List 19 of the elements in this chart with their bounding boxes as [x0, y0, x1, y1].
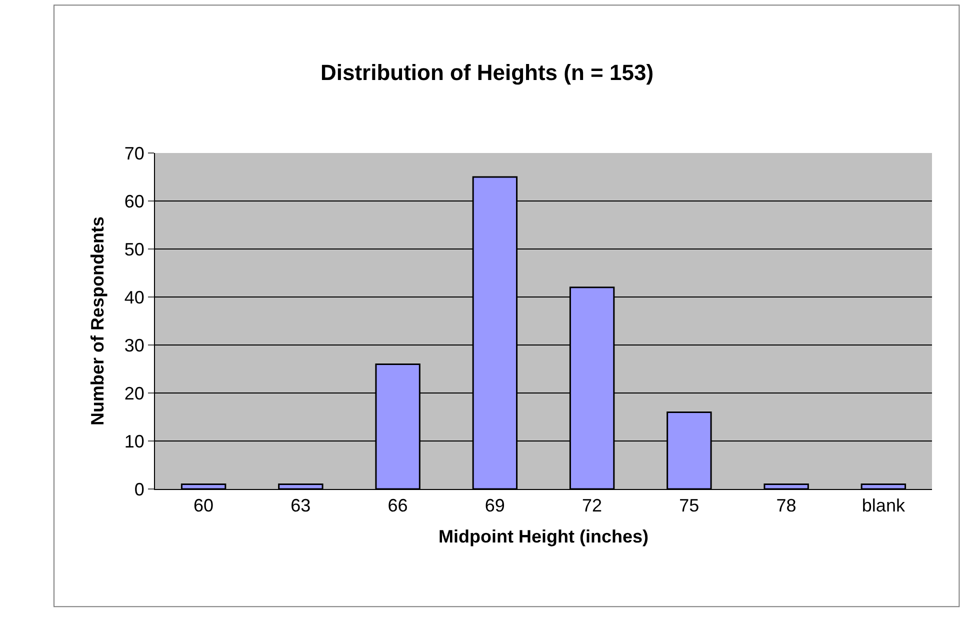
x-tick-label: 72 — [582, 496, 602, 516]
y-tick-label: 20 — [124, 383, 144, 404]
x-tick-label: 75 — [679, 496, 700, 516]
chart-title: Distribution of Heights (n = 153) — [320, 60, 654, 85]
x-tick-label: 63 — [290, 496, 311, 516]
y-tick-label: 60 — [124, 191, 144, 212]
y-axis-title: Number of Respondents — [88, 216, 108, 426]
x-tick-label: 69 — [484, 496, 505, 516]
y-tick-label: 0 — [134, 479, 144, 500]
y-tick-label: 10 — [124, 431, 144, 452]
x-tick-label: blank — [862, 496, 906, 516]
x-axis-title: Midpoint Height (inches) — [438, 526, 648, 547]
y-tick-label: 40 — [124, 287, 144, 308]
x-tick-label: 78 — [776, 496, 796, 516]
x-tick-label: 66 — [388, 496, 408, 516]
y-tick-label: 70 — [124, 143, 144, 164]
x-tick-label: 60 — [194, 496, 214, 516]
y-tick-label: 30 — [124, 335, 144, 356]
y-tick-label: 50 — [124, 239, 144, 260]
